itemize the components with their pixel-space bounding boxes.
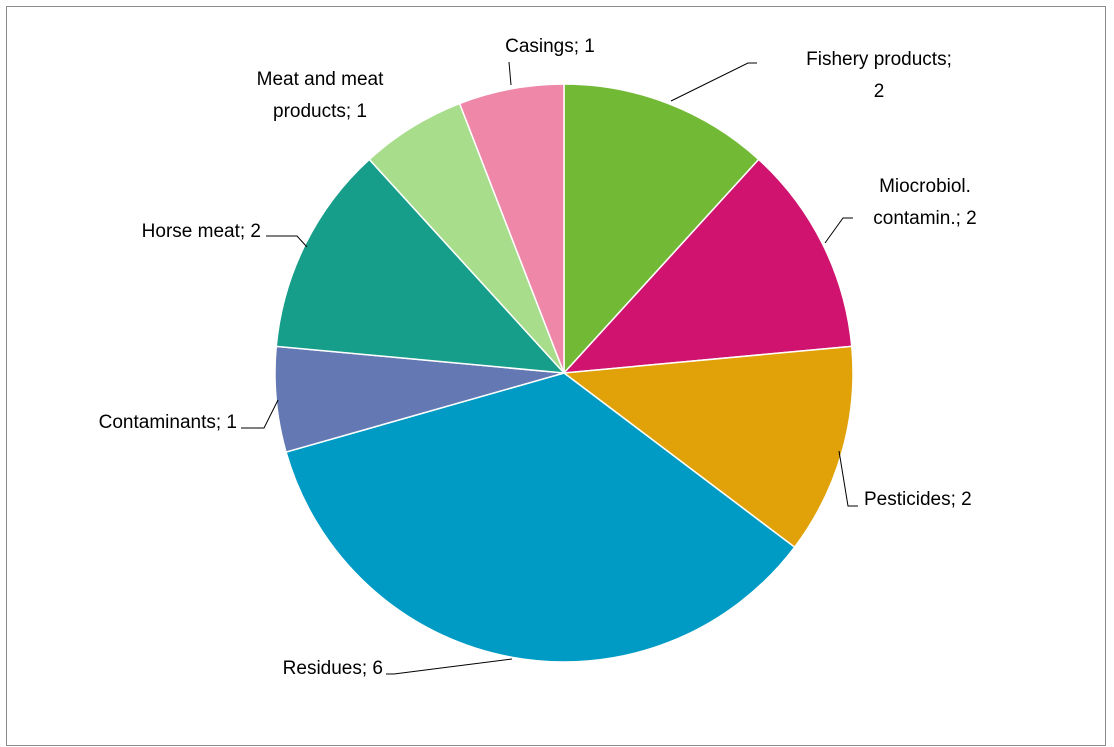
data-label-line: Contaminants; 1 [99,412,237,433]
pie-chart: Fishery products; 2 Miocrobiol. contamin.; … [99,36,977,679]
data-label-line: Fishery products; [806,49,952,70]
data-label: Miocrobiol. contamin.; 2 [873,176,977,229]
data-label: Casings; 1 [505,36,595,57]
leader-line [824,217,853,244]
leader-line [508,61,512,86]
data-label: Fishery products; 2 [806,49,952,102]
pie-slice-casings [458,83,565,374]
data-label: Residues; 6 [283,658,383,679]
data-label: Meat and meat products; 1 [257,69,384,122]
pie-slice-miocrobiol-contamin [562,158,853,374]
data-label-line: 2 [874,81,885,102]
data-label: Contaminants; 1 [99,412,237,433]
data-label-line: contamin.; 2 [873,208,977,229]
data-labels-layer: Fishery products; 2 Miocrobiol. contamin.; … [99,36,977,679]
leader-line [838,450,858,507]
leader-line [241,399,279,429]
pie-slice-fishery-products [563,83,760,375]
pie-slice-pesticides [562,345,854,549]
chart-area: Fishery products; 2 Miocrobiol. contamin.; … [6,6,1106,746]
data-label-line: Pesticides; 2 [864,489,972,510]
leader-line [266,235,308,248]
data-label-line: Meat and meat [257,69,384,90]
pie-slice-residues [285,372,796,663]
data-label: Horse meat; 2 [142,221,261,242]
slices-layer [274,83,854,663]
leader-line [670,62,757,102]
data-label-line: Residues; 6 [283,658,383,679]
data-label-line: Horse meat; 2 [142,221,261,242]
leader-lines-layer [241,61,858,675]
data-label-line: products; 1 [273,101,367,122]
pie-slice-horse-meat [275,158,566,374]
leader-line [386,658,513,675]
data-label-line: Casings; 1 [505,36,595,57]
data-label-line: Miocrobiol. [879,176,971,197]
data-label: Pesticides; 2 [864,489,972,510]
